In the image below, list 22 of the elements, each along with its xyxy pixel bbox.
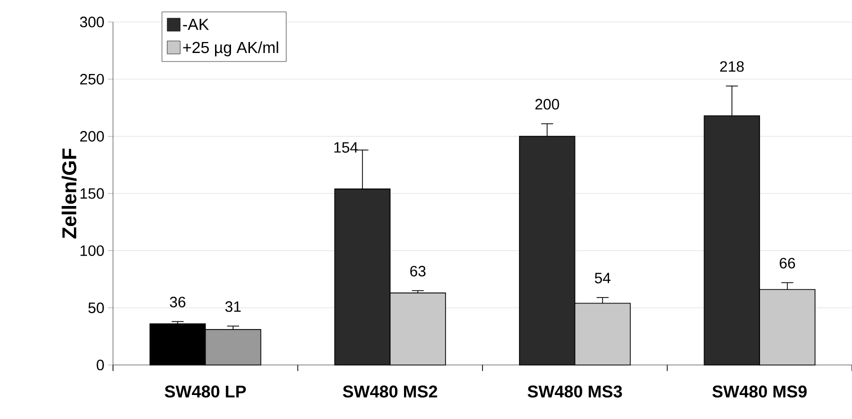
x-tick-label: SW480 MS2 bbox=[342, 386, 438, 398]
data-label: 31 bbox=[225, 301, 241, 312]
y-axis-title: Zellen/GF bbox=[62, 148, 77, 238]
data-label: 66 bbox=[780, 258, 796, 268]
x-tick-label: SW480 MS3 bbox=[528, 386, 622, 398]
y-tick-label: 0 bbox=[96, 360, 104, 370]
data-label: 54 bbox=[594, 272, 610, 284]
y-tick-label: 300 bbox=[80, 16, 104, 28]
y-tick-label: 150 bbox=[80, 188, 104, 199]
x-tick-label: SW480 LP bbox=[164, 386, 246, 398]
data-label: 63 bbox=[410, 266, 426, 276]
y-tick-label: 100 bbox=[80, 245, 104, 256]
y-tick-label: 250 bbox=[80, 74, 104, 84]
data-label: 36 bbox=[170, 296, 186, 308]
data-label: 218 bbox=[720, 61, 744, 72]
y-tick-label: 200 bbox=[80, 131, 104, 142]
y-tick-label: 50 bbox=[88, 302, 104, 314]
data-label: 200 bbox=[535, 98, 560, 110]
legend-label: +25 µg AK/ml bbox=[183, 41, 278, 56]
data-label: 154 bbox=[334, 142, 358, 153]
x-tick-label: SW480 MS9 bbox=[712, 386, 807, 398]
legend-label: -AK bbox=[183, 18, 209, 30]
